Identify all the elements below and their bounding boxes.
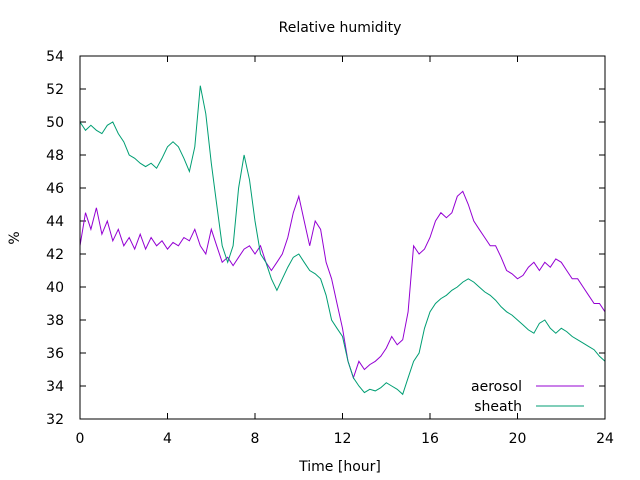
y-tick-label: 46: [46, 181, 64, 197]
y-axis-label: %: [7, 231, 23, 244]
y-tick-label: 48: [46, 148, 64, 164]
y-tick-label: 36: [46, 346, 64, 362]
chart-title: Relative humidity: [279, 20, 402, 36]
y-tick-label: 38: [46, 313, 64, 329]
x-tick-label: 0: [76, 431, 85, 447]
series-line-sheath: [79, 85, 606, 396]
y-tick-label: 54: [46, 49, 64, 65]
x-tick-label: 4: [163, 431, 172, 447]
y-tick-label: 40: [46, 280, 64, 296]
y-tick-label: 50: [46, 115, 64, 131]
legend-label-aerosol: aerosol: [471, 379, 522, 395]
y-tick-label: 44: [46, 214, 64, 230]
y-tick-label: 42: [46, 247, 64, 263]
x-tick-label: 24: [596, 431, 614, 447]
x-tick-label: 16: [421, 431, 439, 447]
x-tick-label: 20: [509, 431, 527, 447]
legend-label-sheath: sheath: [474, 399, 522, 415]
plot-frame: [79, 55, 606, 420]
y-tick-label: 52: [46, 82, 64, 98]
y-tick-label: 32: [46, 412, 64, 428]
x-axis-label: Time [hour]: [298, 459, 381, 475]
x-tick-label: 12: [334, 431, 352, 447]
legend: aerosol sheath: [471, 379, 584, 415]
series-line-aerosol: [79, 190, 606, 380]
series-lines: [79, 85, 606, 396]
y-tick-label: 34: [46, 379, 64, 395]
x-tick-label: 8: [251, 431, 260, 447]
